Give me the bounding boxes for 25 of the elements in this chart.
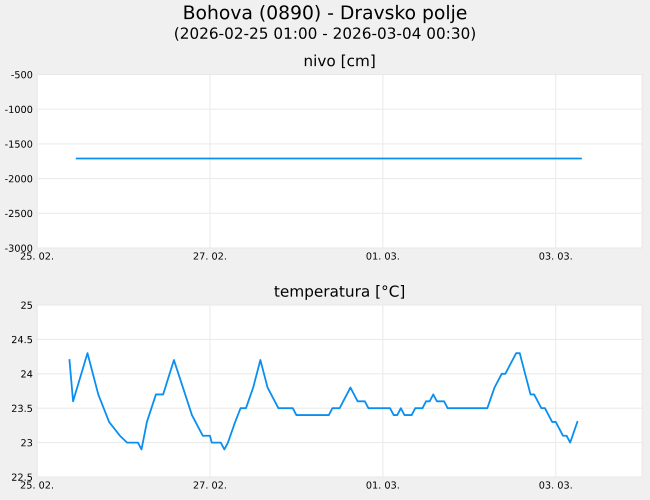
y-tick-label: 23.5 [12,404,32,412]
x-axis-title: temperatura [°C] [274,285,404,300]
y-tick-label: -3000 [5,244,32,252]
y-tick-label: 22.5 [12,473,32,481]
y-tick-label: -1000 [5,106,32,114]
x-tick-label: 01. 03. [366,481,399,489]
x-tick-label: 27. 02. [194,252,226,260]
x-tick-label: 03. 03. [539,252,572,260]
y-tick-label: 24 [21,370,32,378]
x-axis-title: nivo [cm] [304,54,374,68]
y-tick-label: 24.5 [12,336,32,344]
y-tick-label: -1500 [5,140,32,148]
y-tick-label: -500 [11,70,32,78]
x-tick-label: 27. 02. [194,481,226,489]
y-tick-label: 25 [21,301,32,309]
chart-title: Bohova (0890) - Dravsko polje [184,4,466,24]
x-tick-label: 25. 02. [20,252,54,260]
y-tick-label: -2000 [5,175,32,182]
y-tick-label: -2500 [5,210,32,218]
x-tick-label: 03. 03. [539,481,572,489]
x-tick-label: 01. 03. [366,252,399,260]
y-tick-label: 23 [21,439,32,446]
line-series [68,352,578,450]
chart-subtitle: (2026-02-25 01:00 - 2026-03-04 00:30) [175,27,475,41]
x-tick-label: 25. 02. [20,481,54,489]
